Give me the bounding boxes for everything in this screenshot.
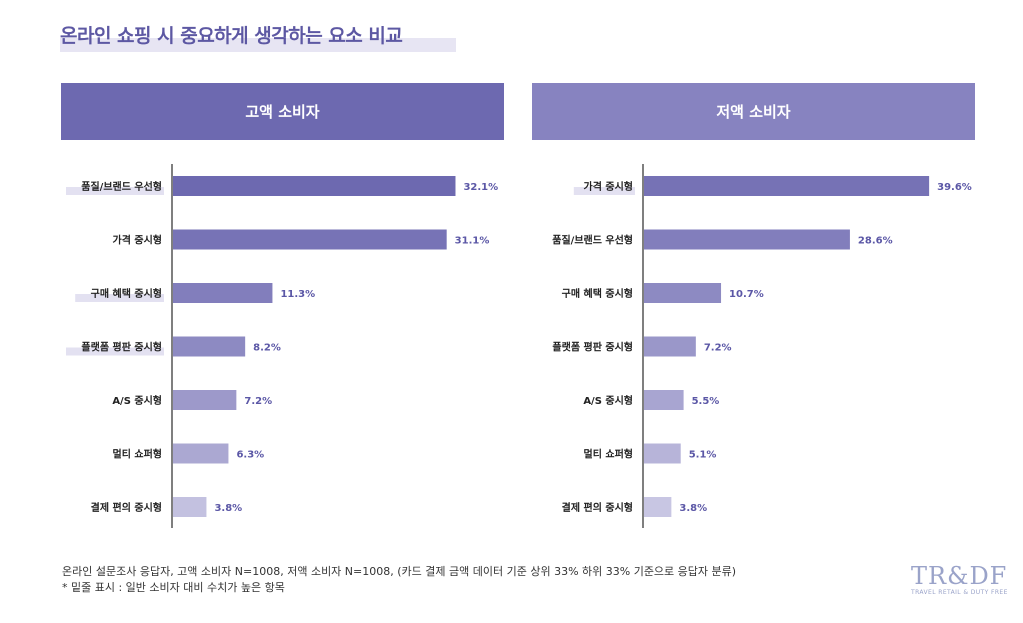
category-label: A/S 중시형 xyxy=(112,394,162,407)
bar xyxy=(173,497,207,517)
bar xyxy=(644,283,722,303)
value-label: 7.2% xyxy=(704,343,732,354)
value-label: 32.1% xyxy=(463,182,498,193)
bar xyxy=(644,443,681,464)
category-label: 멀티 쇼퍼형 xyxy=(584,448,633,461)
logo-subtext: TRAVEL RETAIL & DUTY FREE xyxy=(911,589,1008,596)
panel-header-high-spenders: 고액 소비자 xyxy=(61,83,504,140)
title-area: 온라인 쇼핑 시 중요하게 생각하는 요소 비교 xyxy=(60,22,456,52)
value-label: 7.2% xyxy=(244,396,272,407)
value-label: 11.3% xyxy=(280,289,315,300)
bar xyxy=(644,497,672,517)
value-label: 6.3% xyxy=(236,450,264,461)
category-highlight xyxy=(573,187,635,195)
category-highlight xyxy=(66,347,164,356)
bar xyxy=(644,229,850,250)
bar xyxy=(173,176,456,196)
footnote-source: 온라인 설문조사 응답자, 고액 소비자 N=1008, 저액 소비자 N=10… xyxy=(62,565,737,578)
category-label: 구매 혜택 중시형 xyxy=(91,287,162,300)
bar xyxy=(173,283,273,303)
title-highlight xyxy=(60,38,456,52)
trdf-logo: TR&DF TRAVEL RETAIL & DUTY FREE xyxy=(911,563,1017,603)
category-label: 결제 편의 중시형 xyxy=(91,501,162,514)
category-label: 플랫폼 평판 중시형 xyxy=(81,341,162,354)
bar xyxy=(644,336,696,357)
category-highlight xyxy=(66,187,164,195)
category-highlight xyxy=(75,294,164,302)
category-label: 가격 중시형 xyxy=(113,234,162,247)
value-label: 28.6% xyxy=(858,236,893,247)
bar xyxy=(173,390,237,410)
category-label: 플랫폼 평판 중시형 xyxy=(552,341,633,354)
logo-text: TR&DF xyxy=(911,562,1008,590)
panel-header-low-spenders: 저액 소비자 xyxy=(532,83,975,140)
bar xyxy=(644,390,684,410)
value-label: 10.7% xyxy=(729,289,764,300)
value-label: 39.6% xyxy=(937,182,972,193)
bar xyxy=(644,176,930,196)
value-label: 5.1% xyxy=(689,450,717,461)
category-label: 품질/브랜드 우선형 xyxy=(81,180,162,193)
value-label: 5.5% xyxy=(692,396,720,407)
footnote: 온라인 설문조사 응답자, 고액 소비자 N=1008, 저액 소비자 N=10… xyxy=(62,564,736,596)
value-label: 3.8% xyxy=(214,503,242,514)
value-label: 3.8% xyxy=(679,503,707,514)
bar xyxy=(173,443,229,464)
category-label: 멀티 쇼퍼형 xyxy=(113,448,162,461)
page-title: 온라인 쇼핑 시 중요하게 생각하는 요소 비교 xyxy=(60,25,403,47)
category-label: 결제 편의 중시형 xyxy=(562,501,633,514)
bar xyxy=(173,229,447,250)
value-label: 31.1% xyxy=(455,236,490,247)
category-label: 품질/브랜드 우선형 xyxy=(552,234,633,247)
category-label: A/S 중시형 xyxy=(583,394,633,407)
category-label: 가격 중시형 xyxy=(584,180,633,193)
bar xyxy=(173,336,246,357)
value-label: 8.2% xyxy=(253,343,281,354)
footnote-note: * 밑줄 표시 : 일반 소비자 대비 수치가 높은 항목 xyxy=(62,581,285,594)
category-label: 구매 혜택 중시형 xyxy=(562,287,633,300)
